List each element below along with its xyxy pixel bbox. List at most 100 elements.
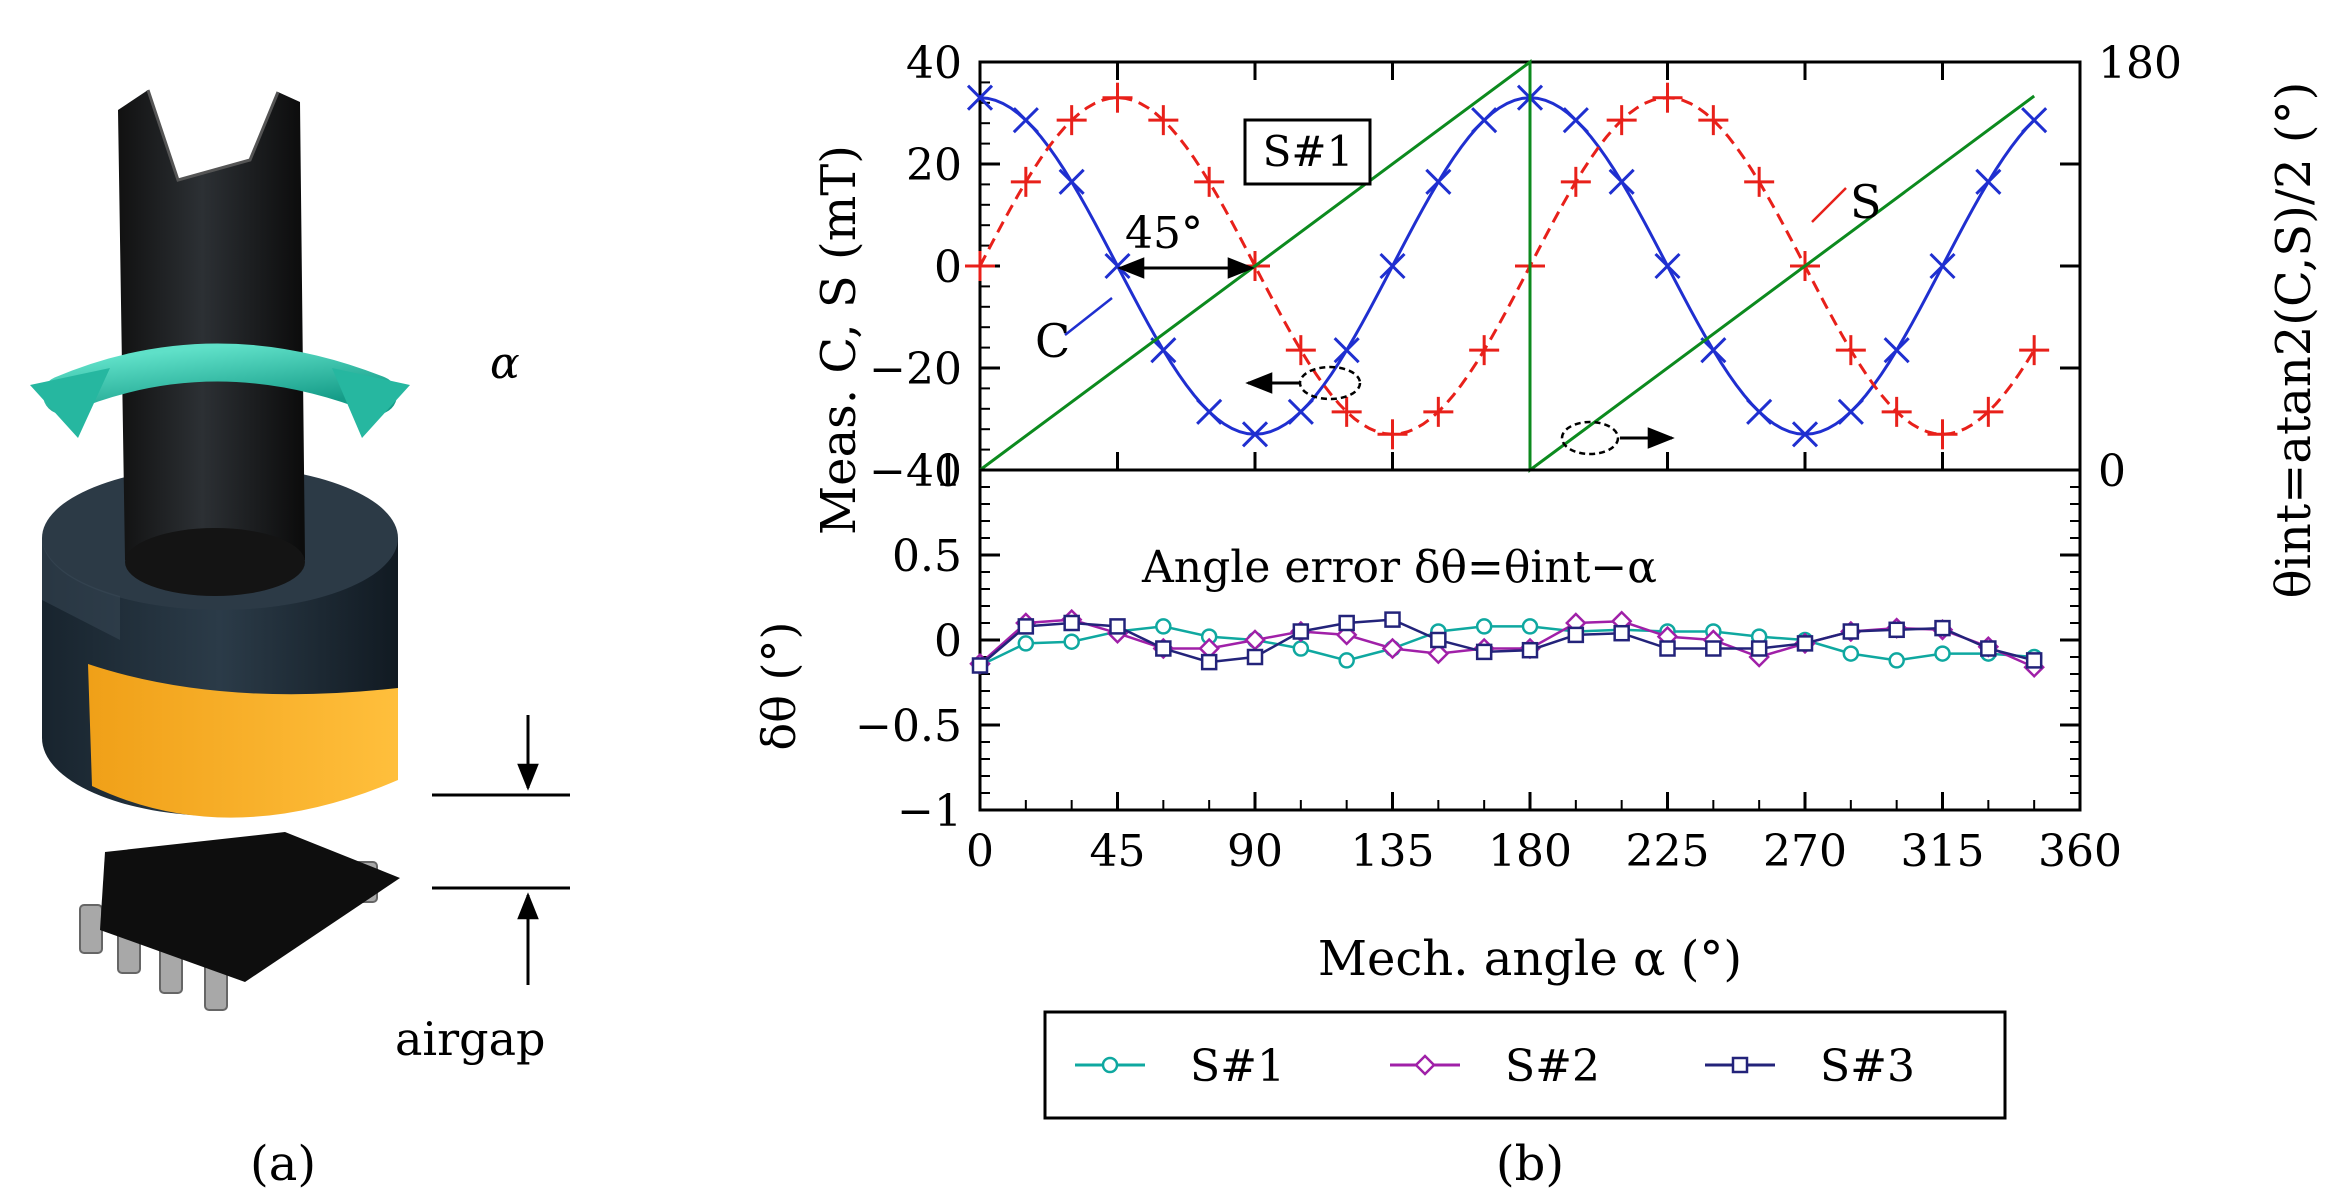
airgap-dimension-icon <box>432 715 570 985</box>
marker-S3 <box>1200 653 1218 671</box>
series-line-C <box>979 96 2036 436</box>
marker-S2 <box>1381 637 1404 660</box>
marker-S3 <box>1705 640 1722 657</box>
marker-S3 <box>1613 624 1630 642</box>
marker-S <box>1423 396 1454 427</box>
legend-marker-S1 <box>1101 1056 1119 1074</box>
marker-stroke <box>1012 107 1039 134</box>
marker-C <box>1150 337 1177 364</box>
marker-stroke <box>1471 107 1498 134</box>
marker-stroke <box>1150 337 1177 364</box>
y-tick-label: 0 <box>934 616 962 667</box>
marker-C <box>1333 337 1360 364</box>
rotation-arrow-icon <box>30 343 410 438</box>
legend: S#1 S#2 S#3 <box>1043 1010 2007 1120</box>
y2label-right: θint=atan2(C,S)/2 (°) <box>2266 82 2322 599</box>
panel-a-illustration: α airgap <box>30 89 570 1066</box>
marker-C <box>1837 398 1864 425</box>
y2-tick-label: 0 <box>2098 446 2126 497</box>
marker-S <box>1698 105 1729 136</box>
marker-S3 <box>1475 643 1493 661</box>
marker-stroke <box>1837 398 1864 425</box>
legend-label-S3: S#3 <box>1820 1041 1915 1092</box>
ylabel-top: Meas. C, S (mT) <box>811 145 867 535</box>
legend-marker-S3 <box>1731 1056 1749 1074</box>
series-line-theta <box>979 59 2036 473</box>
marker-C <box>1241 421 1269 448</box>
marker-S3 <box>1063 614 1080 632</box>
marker-C <box>1425 168 1452 195</box>
marker-S3 <box>1567 626 1585 644</box>
left-axis-indicator-icon <box>1245 365 1362 401</box>
marker-S <box>1469 335 1500 366</box>
xlabel: Mech. angle α (°) <box>1318 931 1742 987</box>
x-tick-label: 135 <box>1351 826 1435 877</box>
marker-S3 <box>1292 623 1310 640</box>
panel-a-caption: (a) <box>250 1136 316 1192</box>
series-label-C: C <box>1035 314 1070 368</box>
marker-S1 <box>1521 618 1539 635</box>
marker-S <box>1331 396 1362 427</box>
x-tick-label: 45 <box>1090 826 1146 877</box>
alpha-label: α <box>490 338 520 389</box>
y-tick-label: −0.5 <box>855 701 962 752</box>
marker-S3 <box>1430 631 1447 649</box>
bottom-plot: 10.50−0.5−10 45 90 135 180 225 270 315 360 <box>855 446 2122 877</box>
marker-C <box>1471 107 1498 134</box>
marker-C <box>1012 107 1039 134</box>
marker-S <box>1652 82 1683 113</box>
marker-S <box>1377 419 1408 450</box>
marker-S3 <box>1842 623 1860 640</box>
marker-S <box>1973 396 2004 427</box>
panel-b-caption: (b) <box>1496 1136 1564 1192</box>
airgap-label: airgap <box>395 1012 545 1066</box>
marker-stroke <box>1562 107 1589 134</box>
x-tick-label: 270 <box>1763 826 1847 877</box>
marker-S1 <box>1934 645 1951 662</box>
marker-stroke <box>1287 398 1314 425</box>
right-axis-indicator-icon <box>1560 420 1675 456</box>
marker-C <box>1654 252 1681 280</box>
marker-S3 <box>971 657 989 674</box>
marker-stroke <box>1425 168 1452 195</box>
marker-stroke <box>2021 107 2048 134</box>
marker-C <box>1379 252 1406 280</box>
x-tick-label: 360 <box>2038 826 2122 877</box>
x-tick-label: 180 <box>1488 826 1572 877</box>
x-tick-label: 0 <box>966 826 994 877</box>
legend-label-S2: S#2 <box>1505 1041 1600 1092</box>
y-tick-label: 0.5 <box>892 531 962 582</box>
marker-S3 <box>1796 635 1814 652</box>
marker-S3 <box>2025 652 2043 669</box>
marker-S <box>1927 419 1958 450</box>
marker-S3 <box>1246 648 1264 666</box>
marker-S <box>1606 105 1637 136</box>
marker-S <box>1148 105 1179 136</box>
marker-S <box>1102 82 1133 113</box>
marker-C <box>1791 421 1819 448</box>
marker-stroke <box>1746 398 1773 425</box>
marker-C <box>1196 398 1223 425</box>
legend-marker-S2 <box>1414 1054 1436 1076</box>
marker-C <box>2021 107 2048 134</box>
marker-S1 <box>1842 645 1860 662</box>
marker-S2 <box>1427 642 1450 665</box>
marker-S <box>1056 105 1087 136</box>
marker-S3 <box>1980 640 1997 657</box>
legend-label-S1: S#1 <box>1190 1041 1285 1092</box>
y-tick-label: −40 <box>869 446 962 497</box>
marker-S3 <box>1109 618 1126 635</box>
marker-S <box>1744 166 1775 197</box>
marker-S3 <box>1934 619 1951 637</box>
marker-stroke <box>1241 421 1269 448</box>
y-tick-label: 0 <box>934 242 962 293</box>
marker-S <box>1285 335 1316 366</box>
ylabel-bottom: δθ (°) <box>752 622 806 751</box>
series-label-S-leader <box>1811 187 1847 223</box>
marker-S <box>1010 166 1041 197</box>
marker-S <box>2019 335 2050 366</box>
sensor-box-label: S#1 <box>1263 127 1354 176</box>
marker-S <box>1560 166 1591 197</box>
bottom-plot-title: Angle error δθ=θint−α <box>1141 542 1657 593</box>
